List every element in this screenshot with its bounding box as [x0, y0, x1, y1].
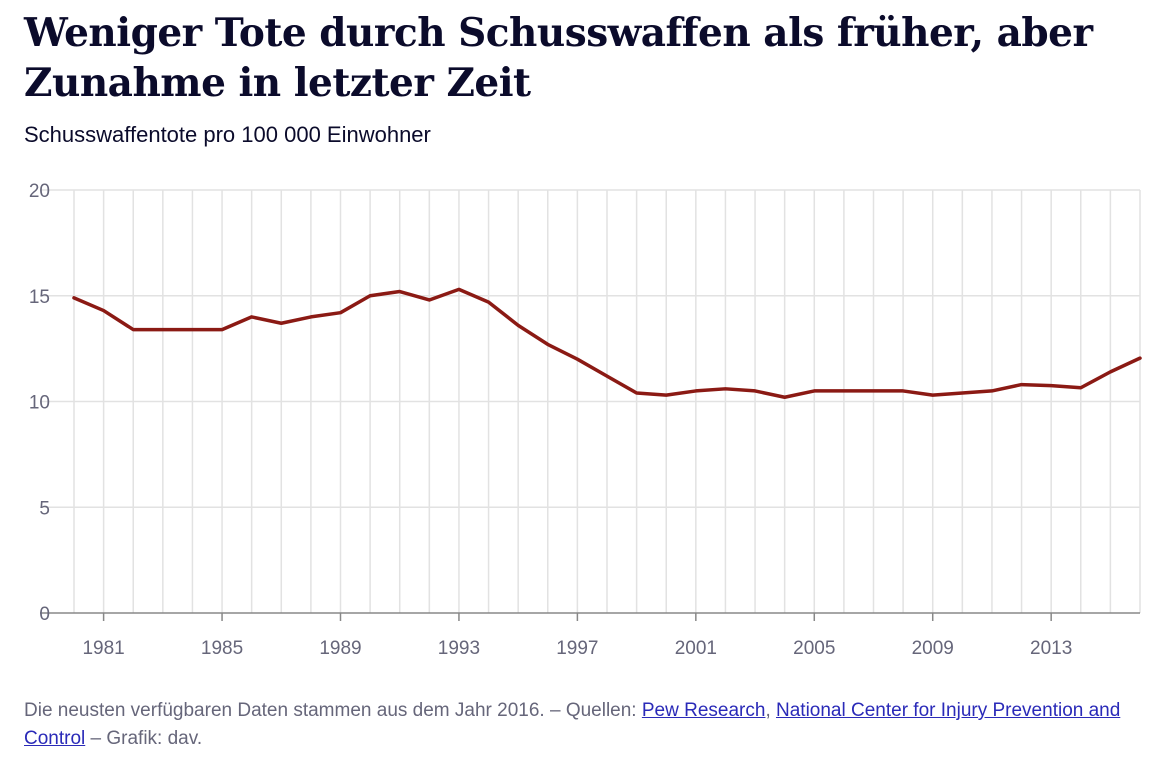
y-tick-label: 10: [29, 393, 50, 414]
source-note: Die neusten verfügbaren Daten stammen au…: [24, 697, 1149, 753]
series-line: [72, 287, 1142, 400]
credit-text: – Grafik: dav.: [85, 728, 203, 749]
chart-title: Weniger Tote durch Schusswaffen als früh…: [24, 10, 1093, 106]
x-tick-label: 2001: [675, 638, 717, 659]
separator-text: ,: [765, 700, 776, 721]
chart-subtitle: Schusswaffentote pro 100 000 Einwohner: [24, 122, 431, 147]
x-tick-label: 1997: [556, 638, 598, 659]
x-tick-label: 1993: [438, 638, 480, 659]
y-tick-label: 0: [39, 604, 50, 625]
line-chart: 0 5 10 15 20 1981 1985 1989 1993 1997 2001 2005 2009…: [29, 181, 1142, 659]
x-tick-label: 1985: [201, 638, 243, 659]
pew-research-link[interactable]: Pew Research: [641, 700, 766, 721]
x-tick-label: 2009: [912, 638, 954, 659]
x-tick-label: 1989: [319, 638, 361, 659]
x-tick-label: 2013: [1030, 638, 1072, 659]
y-tick-label: 15: [29, 287, 50, 308]
ncipc-link[interactable]: National Center for Injury Prevention an…: [24, 700, 1121, 749]
x-tick-label: 1981: [82, 638, 124, 659]
x-tick-label: 2005: [793, 638, 835, 659]
y-tick-label: 5: [39, 498, 50, 519]
note-text: Die neusten verfügbaren Daten stammen au…: [24, 700, 642, 721]
y-tick-label: 20: [29, 181, 50, 202]
